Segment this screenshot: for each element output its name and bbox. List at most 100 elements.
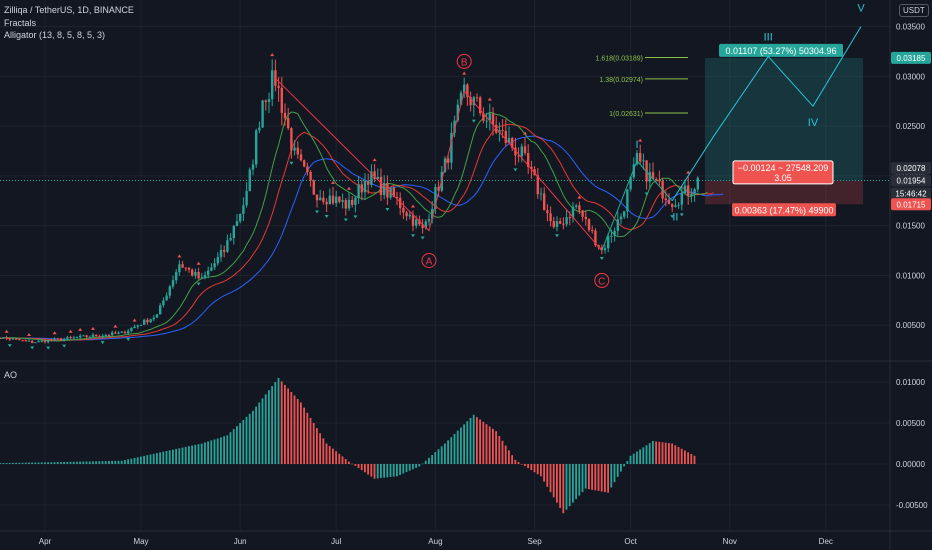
ao-bar [588,464,590,490]
candle-body [677,204,680,206]
candle-body [283,112,287,119]
fractal-up-marker [270,53,275,57]
candle-body [143,319,146,325]
ao-bar [456,430,459,464]
ao-bar [642,447,645,464]
fib-extension[interactable]: 1.618(0.03189) 1.38(0.02974) 1(0.02631) [596,56,688,119]
candle-body [277,85,280,88]
fractal-down-marker [62,344,67,348]
candle-body [114,332,117,334]
candle-body [373,171,376,180]
ao-bar [380,464,382,479]
time-tick-label: Jun [234,537,247,546]
ao-bar [264,394,267,464]
target-label-bg [719,43,843,57]
ao-bar [21,462,24,464]
currency-badge[interactable]: USDT [899,4,929,17]
ao-bar [578,464,581,496]
ao-bar [520,464,523,465]
ao-bar [95,461,97,464]
ao-bar [178,448,181,464]
candle-body [344,200,347,209]
fractal-down-marker [513,168,518,172]
candle-body [674,205,677,207]
wave-abc-circle [456,53,472,69]
ao-bar [15,462,17,464]
ao-tick-label: 0.01000 [896,378,925,387]
candle-body [69,337,72,339]
candle-body [555,221,559,228]
ao-bar [2,463,5,464]
fractal-up-marker [196,261,201,265]
ao-bar [312,423,315,464]
ao-bar [34,462,37,464]
ao-bar [300,402,302,464]
ao-bar [546,464,549,487]
ao-bar [623,464,625,467]
candle-body [591,229,594,231]
ao-bar [517,461,520,464]
candle-body [488,113,491,121]
fractal-up-marker [4,329,9,333]
ao-bar [200,443,203,464]
candle-body [120,331,123,333]
candle-body [527,153,530,167]
ao-bar [341,456,344,464]
candle-body [536,175,539,195]
candle-body [463,84,466,93]
ao-bar [485,424,488,464]
position-tool[interactable]: 0.01107 (53.27%) 50304.96 0.00363 (17.47%… [0,43,890,217]
candle-body [395,196,399,198]
ao-bar [376,464,379,479]
candle-body [667,200,671,205]
candle-body [123,331,127,334]
ao-indicator-label[interactable]: AO [4,370,18,380]
candle-body [290,128,293,151]
candle-body [427,218,431,222]
candle-body [18,339,21,341]
candle-body [210,267,213,271]
ao-bar [568,464,571,507]
ao-bar [296,398,299,464]
candle-body [127,330,130,334]
candle-body [466,84,469,98]
ao-bar [498,435,501,464]
stop-label-text: 0.00363 (17.47%) 49900 [734,205,833,215]
candle-body [453,120,456,133]
alligator-indicator-label[interactable]: Alligator (13, 8, 5, 8, 5, 3) [4,30,106,40]
wave-impulse-label: II [672,212,678,224]
fractal-up-marker [27,333,31,337]
candle-body [207,270,210,275]
ao-bar [437,449,440,464]
ao-bar [92,461,94,464]
candle-body [469,97,472,106]
candle-body [645,160,648,182]
candle-body [226,240,229,252]
ao-bar [108,460,110,464]
candle-body [162,300,165,306]
ao-bar [469,417,472,464]
candle-body [56,338,59,340]
candle-body [421,224,424,228]
candle-body [107,334,111,336]
ao-bar [0,463,1,464]
ao-bar [175,448,177,464]
ao-bar [389,464,392,478]
time-tick-label: Nov [723,537,737,546]
candle-body [376,176,379,180]
candle-body [402,208,405,213]
ao-bar [213,439,216,464]
ao-bar [172,449,174,464]
fractals-indicator-label[interactable]: Fractals [4,18,37,28]
ao-bar [693,455,696,464]
candle-body [648,172,651,182]
ao-bar [415,464,417,468]
wave-abc-circle [421,253,437,269]
candle-body [507,137,511,143]
price-tag-bg [891,187,931,200]
candle-body [616,219,619,231]
candle-body [671,204,674,207]
ao-bar [524,464,526,467]
